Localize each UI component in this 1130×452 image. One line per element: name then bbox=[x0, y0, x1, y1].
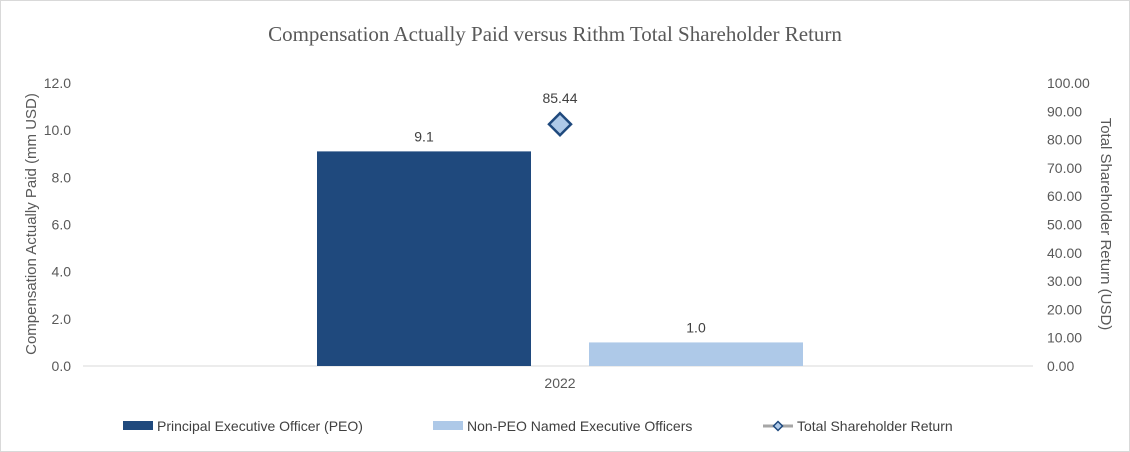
right-tick-label: 50.00 bbox=[1047, 217, 1082, 233]
right-tick-label: 90.00 bbox=[1047, 103, 1082, 119]
right-axis-title: Total Shareholder Return (USD) bbox=[1097, 118, 1114, 331]
right-tick-label: 30.00 bbox=[1047, 273, 1082, 289]
left-axis-title: Compensation Actually Paid (mm USD) bbox=[23, 93, 40, 355]
left-axis-ticks: 0.0 2.0 4.0 6.0 8.0 10.0 12.0 bbox=[44, 75, 71, 374]
x-category-label: 2022 bbox=[544, 375, 575, 391]
right-tick-label: 10.00 bbox=[1047, 330, 1082, 346]
legend-label: Total Shareholder Return bbox=[797, 418, 953, 434]
legend-swatch bbox=[433, 421, 463, 430]
left-tick-label: 0.0 bbox=[52, 358, 72, 374]
right-tick-label: 40.00 bbox=[1047, 245, 1082, 261]
left-tick-label: 8.0 bbox=[52, 169, 72, 185]
bar-peo bbox=[317, 151, 531, 366]
legend-label: Principal Executive Officer (PEO) bbox=[157, 418, 363, 434]
bar-data-label: 1.0 bbox=[686, 319, 706, 335]
left-tick-label: 12.0 bbox=[44, 75, 71, 91]
right-tick-label: 60.00 bbox=[1047, 188, 1082, 204]
legend-swatch bbox=[123, 421, 153, 430]
tsr-data-label: 85.44 bbox=[542, 90, 577, 106]
right-tick-label: 70.00 bbox=[1047, 160, 1082, 176]
left-tick-label: 10.0 bbox=[44, 122, 71, 138]
right-tick-label: 20.00 bbox=[1047, 301, 1082, 317]
left-tick-label: 6.0 bbox=[52, 217, 72, 233]
right-tick-label: 0.00 bbox=[1047, 358, 1074, 374]
category-labels: 2022 bbox=[544, 375, 575, 391]
chart-title: Compensation Actually Paid versus Rithm … bbox=[268, 22, 842, 46]
plot-marks: 9.1 1.0 85.44 bbox=[317, 90, 803, 366]
right-tick-label: 100.00 bbox=[1047, 75, 1090, 91]
bar-data-label: 9.1 bbox=[414, 128, 434, 144]
legend: Principal Executive Officer (PEO) Non-PEO… bbox=[123, 418, 953, 434]
legend-marker bbox=[772, 420, 784, 432]
right-axis-ticks: 0.00 10.00 20.00 30.00 40.00 50.00 60.00 70.00 8… bbox=[1047, 75, 1090, 374]
left-tick-label: 4.0 bbox=[52, 264, 72, 280]
legend-label: Non-PEO Named Executive Officers bbox=[467, 418, 692, 434]
bar-non-peo bbox=[589, 342, 803, 366]
left-tick-label: 2.0 bbox=[52, 311, 72, 327]
tsr-marker bbox=[547, 111, 573, 137]
right-tick-label: 80.00 bbox=[1047, 132, 1082, 148]
